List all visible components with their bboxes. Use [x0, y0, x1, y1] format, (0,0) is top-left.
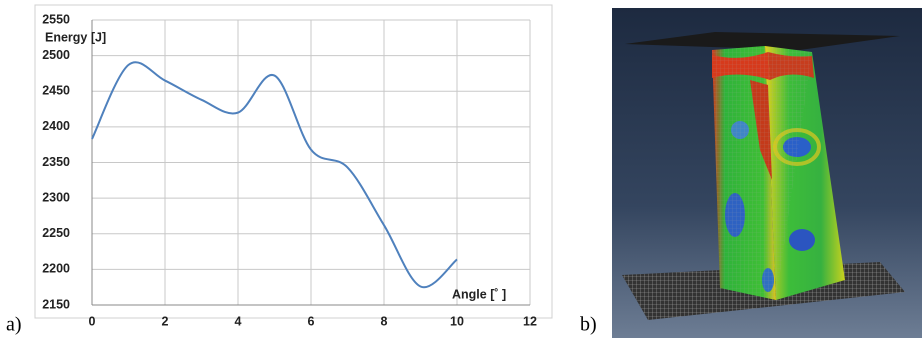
x-tick-label: 12: [523, 314, 537, 328]
y-tick-label: 2250: [42, 226, 70, 240]
y-tick-label: 2350: [42, 155, 70, 169]
chart-frame: [35, 5, 552, 318]
panel-label: a): [6, 314, 22, 336]
x-tick-label: 8: [381, 314, 388, 328]
x-tick-label: 10: [450, 314, 464, 328]
x-tick-label: 2: [162, 314, 169, 328]
y-tick-label: 2450: [42, 84, 70, 98]
x-tick-label: 0: [89, 314, 96, 328]
y-tick-label: 2200: [42, 262, 70, 276]
simulation-image: [612, 8, 922, 338]
figure: 2150 2200 2250 2300 2350 2400 2450 2500 2550 0 2 4 6…: [0, 0, 924, 338]
y-tick-label: 2550: [42, 12, 70, 26]
x-tick-label: 4: [235, 314, 242, 328]
y-tick-label: 2400: [42, 119, 70, 133]
panel-label: b): [580, 314, 597, 336]
x-axis-label: Angle [˚ ]: [452, 287, 506, 301]
y-tick-label: 2150: [42, 297, 70, 311]
y-axis-label: Energy [J]: [45, 30, 106, 44]
y-tick-label: 2500: [42, 48, 70, 62]
x-tick-label: 6: [308, 314, 315, 328]
y-tick-label: 2300: [42, 190, 70, 204]
